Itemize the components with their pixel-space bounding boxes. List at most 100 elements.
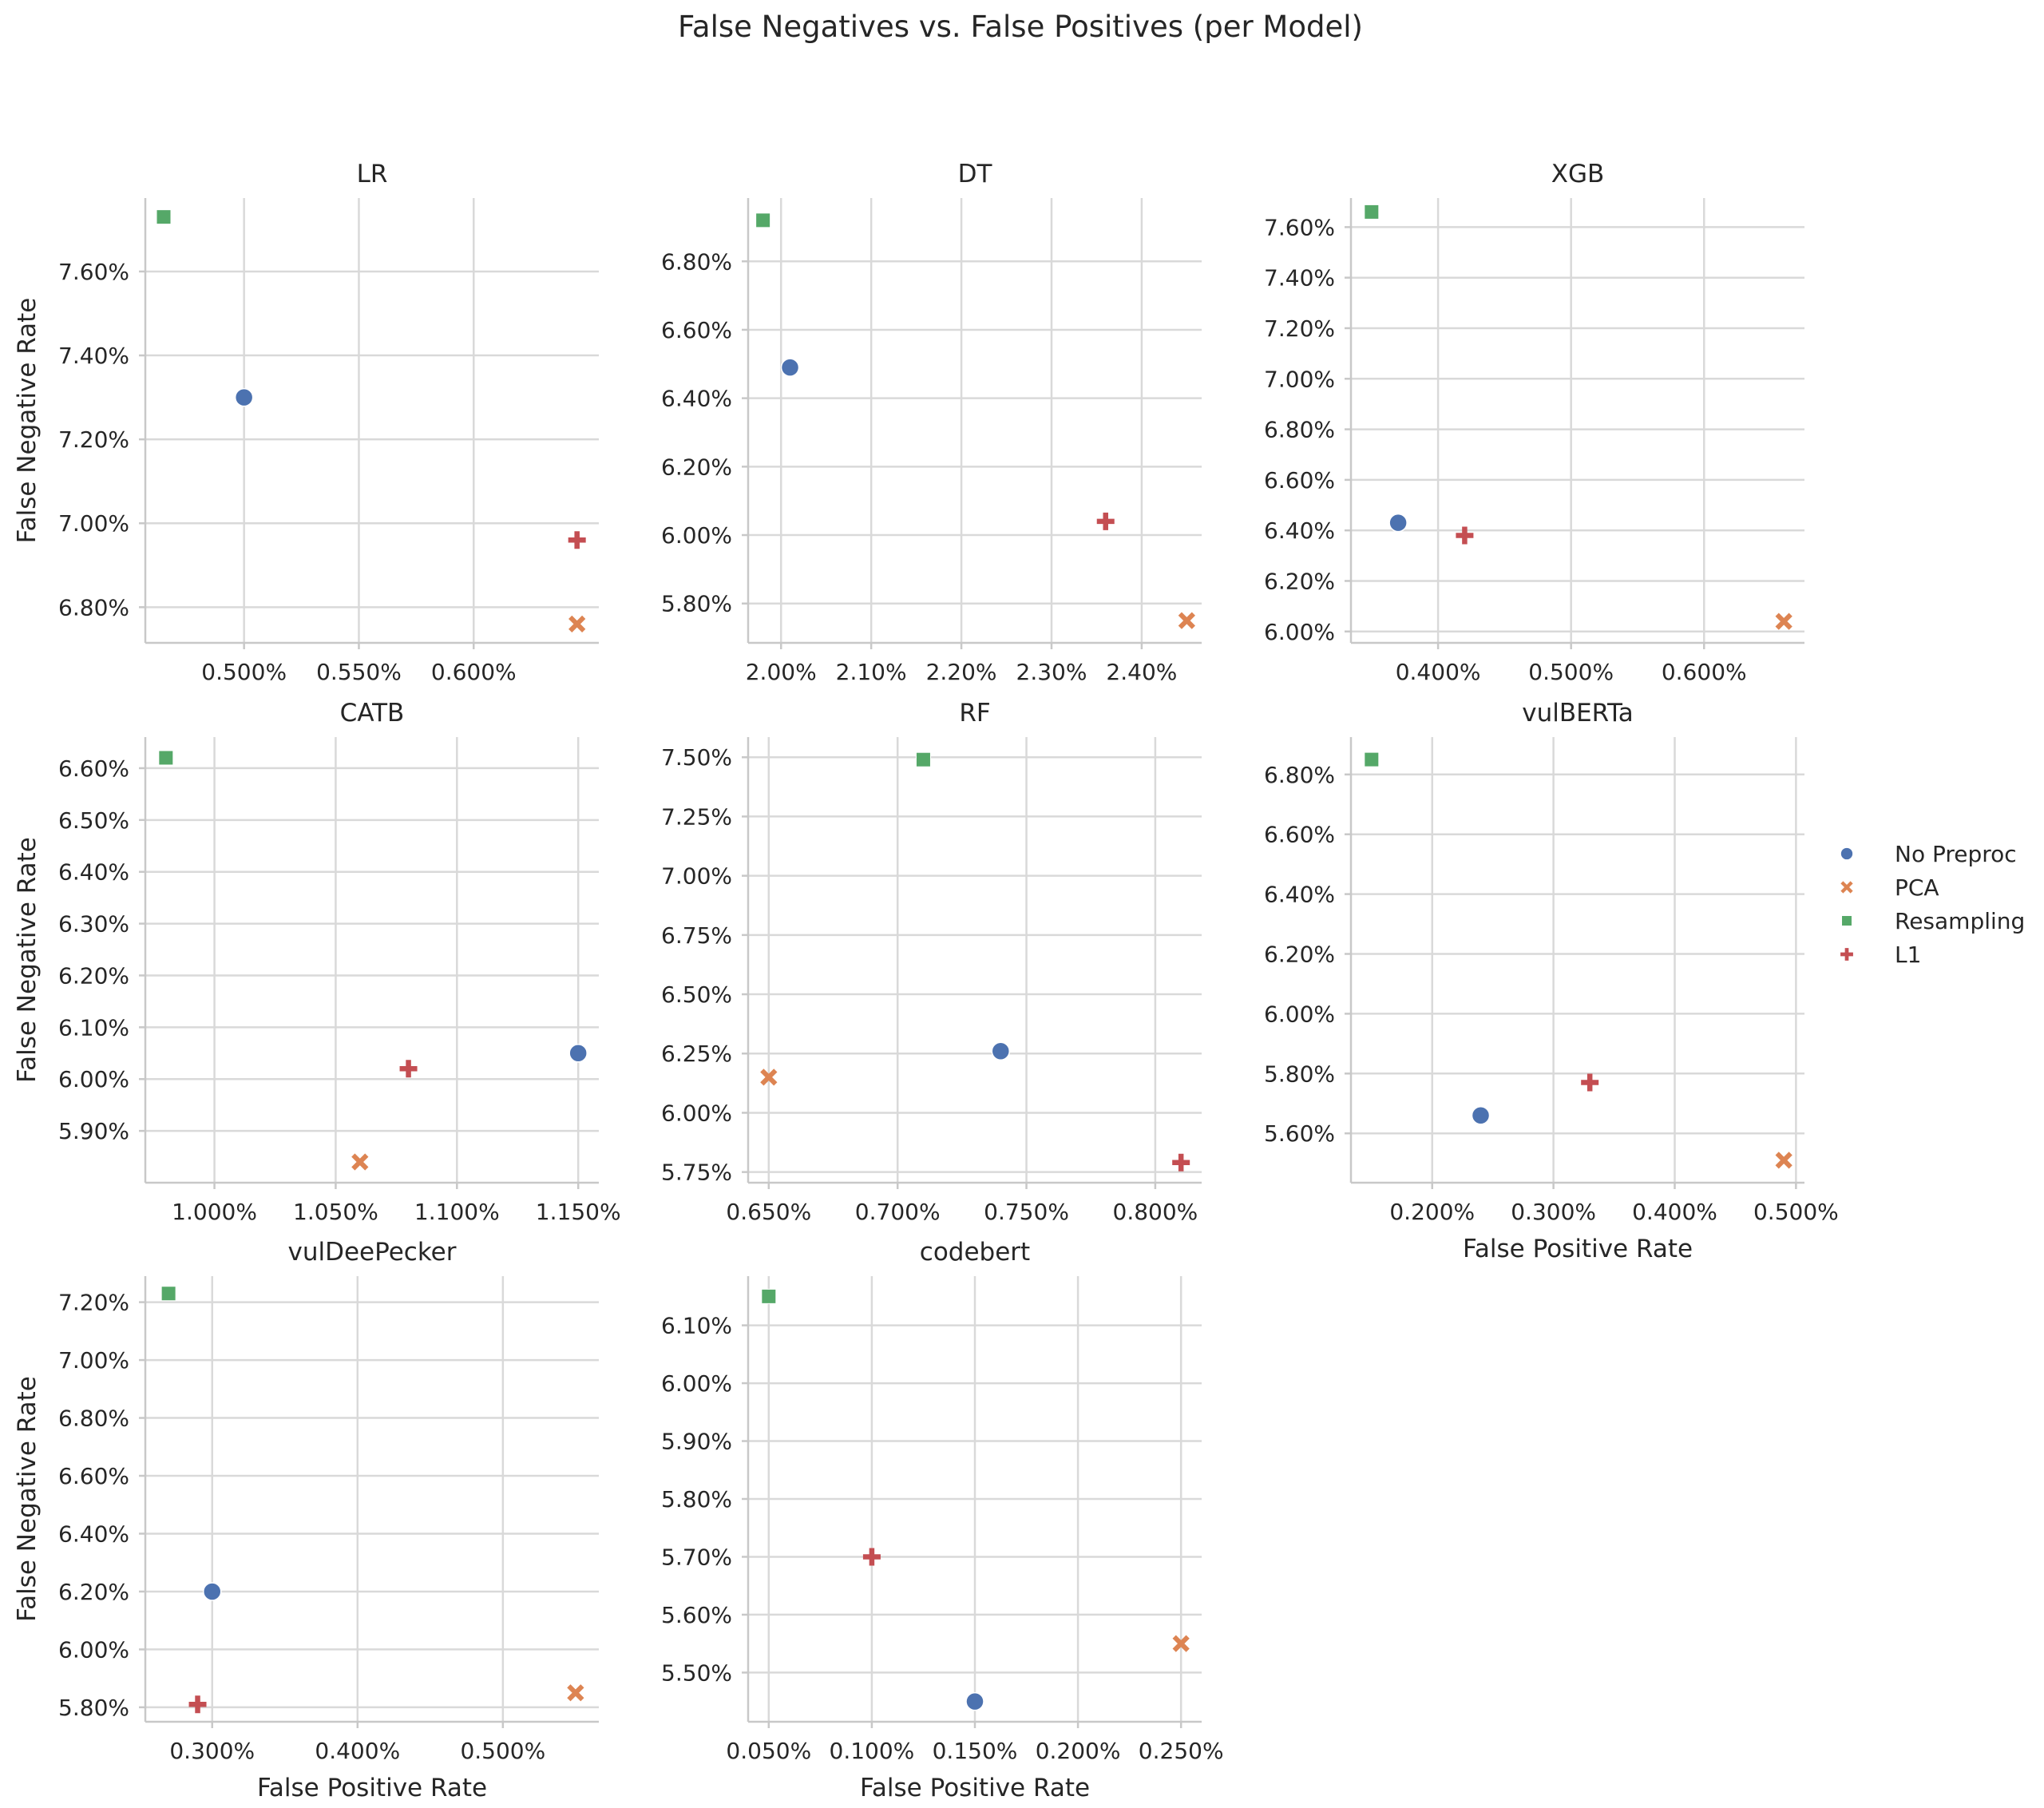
y-axis-label: False Negative Rate: [13, 837, 42, 1083]
y-tick-label: 7.00%: [661, 863, 732, 890]
data-point-resampling: [1364, 751, 1380, 767]
y-tick-label: 6.30%: [58, 911, 129, 938]
y-tick-label: 5.80%: [661, 1486, 732, 1513]
y-tick-label: 5.80%: [1264, 1061, 1335, 1087]
x-tick-label: 0.650%: [726, 1199, 811, 1225]
x-tick-label: 0.500%: [1753, 1199, 1839, 1225]
panel-title: XGB: [1551, 160, 1605, 188]
data-point-l1: [1456, 526, 1474, 545]
data-point-resampling: [915, 751, 931, 767]
legend-marker-resampling: [1841, 915, 1852, 926]
y-tick-label: 6.00%: [58, 1066, 129, 1092]
x-tick-label: 0.300%: [169, 1738, 255, 1764]
data-point-pca: [567, 1684, 584, 1702]
data-point-resampling: [156, 209, 172, 225]
legend-marker-no-preproc: [1840, 847, 1854, 861]
x-tick-label: 0.500%: [1528, 659, 1614, 685]
legend-item-resampling: Resampling: [1841, 908, 2025, 934]
x-tick-label: 0.750%: [984, 1199, 1069, 1225]
y-tick-label: 5.75%: [661, 1160, 732, 1186]
x-tick-label: 2.10%: [836, 659, 907, 685]
y-tick-label: 6.20%: [58, 962, 129, 989]
panel-codebert: 0.050% 0.100% 0.150% 0.200% 0.250% 5.50% 5.60%…: [661, 1238, 1224, 1802]
panel-title: LR: [357, 160, 388, 188]
y-tick-label: 6.20%: [1264, 568, 1335, 594]
legend-item-no-preproc: No Preproc: [1840, 841, 2017, 867]
data-point-no-preproc: [568, 1044, 588, 1063]
x-tick-label: 0.200%: [1036, 1738, 1121, 1764]
y-tick-label: 7.40%: [1264, 265, 1335, 291]
y-tick-label: 6.60%: [58, 1463, 129, 1489]
data-point-no-preproc: [234, 387, 254, 407]
panel-rf: 0.650% 0.700% 0.750% 0.800% 5.75% 6.00% 6.25% 6…: [661, 699, 1202, 1225]
y-tick-label: 6.00%: [1264, 1001, 1335, 1027]
y-tick-label: 6.80%: [661, 248, 732, 275]
y-tick-label: 5.90%: [661, 1429, 732, 1455]
data-point-pca: [568, 615, 586, 632]
panel-title: CATB: [340, 699, 405, 728]
y-tick-label: 5.60%: [1264, 1120, 1335, 1147]
data-point-no-preproc: [1471, 1105, 1491, 1125]
panel-title: vulDeePecker: [288, 1238, 457, 1267]
y-tick-label: 6.20%: [661, 454, 732, 480]
y-tick-label: 6.40%: [58, 859, 129, 886]
y-tick-label: 6.20%: [58, 1579, 129, 1605]
data-point-pca: [1775, 1152, 1792, 1169]
data-point-no-preproc: [965, 1691, 984, 1711]
y-tick-label: 6.00%: [1264, 619, 1335, 645]
x-tick-label: 0.500%: [460, 1738, 545, 1764]
y-tick-label: 6.80%: [1264, 762, 1335, 788]
y-tick-label: 6.50%: [661, 981, 732, 1008]
y-axis-label: False Negative Rate: [13, 298, 42, 544]
x-tick-label: 0.700%: [855, 1199, 941, 1225]
y-tick-label: 5.90%: [58, 1118, 129, 1144]
x-tick-label: 0.250%: [1139, 1738, 1224, 1764]
y-tick-label: 7.25%: [661, 803, 732, 830]
panel-vuldeepecker: 0.300% 0.400% 0.500% 5.80% 6.00% 6.20% 6.40% 6.…: [13, 1238, 599, 1802]
data-point-resampling: [158, 750, 174, 766]
x-axis-label: False Positive Rate: [1463, 1235, 1693, 1263]
data-point-resampling: [761, 1288, 777, 1304]
x-tick-label: 2.40%: [1106, 659, 1177, 685]
chart-title: False Negatives vs. False Positives (per…: [678, 10, 1363, 44]
y-tick-label: 7.00%: [1264, 366, 1335, 392]
y-tick-label: 6.10%: [661, 1313, 732, 1339]
data-point-l1: [1172, 1153, 1190, 1172]
data-point-l1: [568, 531, 586, 549]
y-tick-label: 6.40%: [661, 386, 732, 412]
x-tick-label: 0.100%: [830, 1738, 915, 1764]
data-point-no-preproc: [780, 358, 800, 377]
x-tick-label: 0.050%: [726, 1738, 811, 1764]
data-point-l1: [188, 1695, 207, 1714]
legend-item-l1: L1: [1840, 942, 1921, 968]
data-point-pca: [351, 1153, 369, 1171]
y-tick-label: 7.50%: [661, 744, 732, 771]
legend-label: Resampling: [1895, 908, 2025, 934]
y-tick-label: 5.80%: [58, 1695, 129, 1721]
x-tick-label: 1.000%: [172, 1199, 257, 1225]
x-tick-label: 0.300%: [1511, 1199, 1596, 1225]
y-tick-label: 7.20%: [1264, 315, 1335, 342]
x-tick-label: 0.800%: [1113, 1199, 1198, 1225]
y-tick-label: 5.80%: [661, 591, 732, 617]
x-axis-label: False Positive Rate: [860, 1774, 1090, 1802]
y-tick-label: 7.20%: [58, 1290, 129, 1316]
x-tick-label: 0.600%: [1662, 659, 1747, 685]
y-tick-label: 6.60%: [1264, 822, 1335, 848]
legend: No Preproc PCA Resampling L1: [1840, 841, 2025, 968]
y-tick-label: 7.60%: [1264, 214, 1335, 240]
y-tick-label: 6.25%: [661, 1041, 732, 1067]
panel-vulberta: 0.200% 0.300% 0.400% 0.500% 5.60% 5.80% 6.00% 6…: [1264, 699, 1839, 1263]
data-point-pca: [1775, 613, 1792, 630]
legend-marker-pca: [1840, 881, 1853, 894]
x-tick-label: 2.20%: [926, 659, 997, 685]
data-point-pca: [760, 1069, 778, 1086]
y-tick-label: 6.20%: [1264, 942, 1335, 968]
data-point-l1: [1581, 1073, 1599, 1092]
x-tick-label: 1.050%: [293, 1199, 378, 1225]
y-tick-label: 6.75%: [661, 922, 732, 949]
y-tick-label: 6.80%: [58, 1406, 129, 1432]
y-tick-label: 6.40%: [1264, 882, 1335, 908]
y-tick-label: 5.60%: [661, 1602, 732, 1628]
